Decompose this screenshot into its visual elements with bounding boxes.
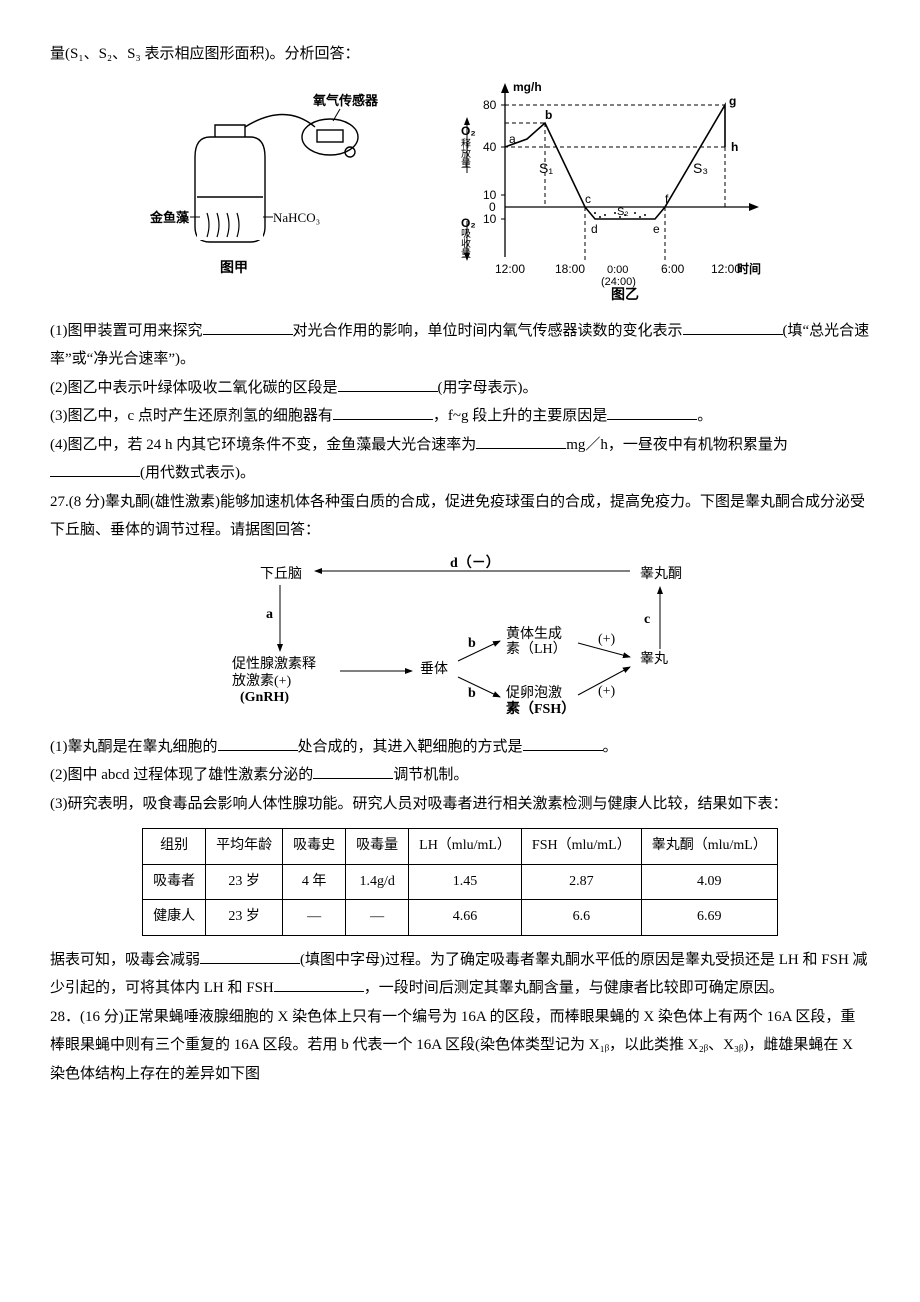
plus-2: (+) — [598, 684, 616, 699]
intro-line: 量(S₁、S₂、S₃ 表示相应图形面积)。分析回答： — [50, 40, 870, 69]
o2-sensor-label: 氧气传感器 — [312, 93, 379, 108]
node-testis: 睾丸 — [640, 651, 668, 667]
edge-d: d（－） — [450, 555, 500, 571]
ytick-d10: 10 — [483, 212, 497, 226]
xtick-0000: 0:00 — [607, 264, 628, 276]
fsh-1: 促卵泡激 — [506, 684, 562, 701]
col-fsh: FSH（mlu/mL） — [521, 829, 641, 865]
plus-1: (+) — [598, 632, 616, 647]
blank — [333, 404, 433, 420]
q27-1: (1)睾丸酮是在睾丸细胞的处合成的，其进入靶细胞的方式是。 — [50, 733, 870, 762]
xtick-1200a: 12:00 — [495, 262, 525, 276]
pt-h: h — [731, 140, 738, 154]
pt-b: b — [545, 108, 552, 122]
edge-c: c — [644, 612, 650, 627]
pt-f: f — [665, 192, 669, 206]
blank — [683, 319, 783, 335]
alga-label: 金鱼藻 — [149, 210, 190, 225]
apparatus-diagram: 氧气传感器 金鱼藻 NaHCO₃ 图甲 — [145, 77, 405, 277]
nahco3-label: NaHCO₃ — [273, 210, 320, 225]
ytick-80: 80 — [483, 98, 497, 112]
p28: 28．(16 分)正常果蝇唾液腺细胞的 X 染色体上只有一个编号为 16A 的区… — [50, 1003, 870, 1089]
node-hypothalamus: 下丘脑 — [260, 566, 302, 582]
region-s1: S₁ — [539, 160, 553, 176]
edge-b-lh: b — [468, 636, 476, 651]
table-row: 吸毒者23 岁4 年1.4g/d1.452.874.09 — [143, 864, 778, 900]
figure-1-row: 氧气传感器 金鱼藻 NaHCO₃ 图甲 mg/h 0 10 40 80 10 O… — [50, 77, 870, 307]
ylabel: mg/h — [513, 80, 542, 94]
figure-2-row: 下丘脑 睾丸酮 垂体 睾丸 d（－） a 促性腺激素释 放激素(+) (GnRH… — [50, 553, 870, 723]
col-amount: 吸毒量 — [346, 829, 409, 865]
blank — [476, 433, 566, 449]
q1: (1)图甲装置可用来探究对光合作用的影响，单位时间内氧气传感器读数的变化表示(填… — [50, 317, 870, 374]
edge-a: a — [266, 607, 273, 622]
q2: (2)图乙中表示叶绿体吸收二氧化碳的区段是(用字母表示)。 — [50, 374, 870, 403]
edge-b-fsh: b — [468, 686, 476, 701]
blank — [607, 404, 697, 420]
xtick-1800: 18:00 — [555, 262, 585, 276]
o2-chart: mg/h 0 10 40 80 10 O₂ 释 放 量 O₂ 吸 收 量 12:… — [435, 77, 775, 307]
node-pituitary: 垂体 — [420, 661, 448, 677]
o2-release-label: O₂ — [461, 124, 476, 138]
q3: (3)图乙中，c 点时产生还原剂氢的细胞器有，f~g 段上升的主要原因是。 — [50, 402, 870, 431]
q27-3: (3)研究表明，吸食毒品会影响人体性腺功能。研究人员对吸毒者进行相关激素检测与健… — [50, 790, 870, 819]
lh-2: 素（LH） — [506, 641, 567, 657]
o2-absorb-label: O₂ — [461, 216, 476, 230]
svg-text:量: 量 — [461, 158, 471, 170]
pt-e: e — [653, 222, 660, 236]
gnrh-abbr: (GnRH) — [240, 690, 289, 705]
fig1-left-caption: 图甲 — [220, 260, 248, 276]
blank — [338, 376, 438, 392]
region-s3: S₃ — [693, 160, 708, 176]
table-header-row: 组别 平均年龄 吸毒史 吸毒量 LH（mlu/mL） FSH（mlu/mL） 睾… — [143, 829, 778, 865]
blank — [203, 319, 293, 335]
col-group: 组别 — [143, 829, 206, 865]
q27-2: (2)图中 abcd 过程体现了雄性激素分泌的调节机制。 — [50, 761, 870, 790]
gnrh-line2: 放激素(+) — [232, 672, 292, 689]
pt-d: d — [591, 222, 598, 236]
ytick-10: 10 — [483, 188, 497, 202]
hormone-diagram: 下丘脑 睾丸酮 垂体 睾丸 d（－） a 促性腺激素释 放激素(+) (GnRH… — [200, 553, 720, 723]
col-history: 吸毒史 — [283, 829, 346, 865]
blank — [50, 461, 140, 477]
fig1-right-caption: 图乙 — [611, 286, 639, 302]
table-row: 健康人23 岁——4.666.66.69 — [143, 900, 778, 936]
col-tes: 睾丸酮（mlu/mL） — [641, 829, 777, 865]
region-s2: S₂ — [617, 206, 629, 218]
hormone-table: 组别 平均年龄 吸毒史 吸毒量 LH（mlu/mL） FSH（mlu/mL） 睾… — [142, 828, 778, 936]
lh-1: 黄体生成 — [506, 625, 562, 642]
pt-g: g — [729, 94, 736, 108]
col-lh: LH（mlu/mL） — [409, 829, 522, 865]
q4: (4)图乙中，若 24 h 内其它环境条件不变，金鱼藻最大光合速率为mg／h，一… — [50, 431, 870, 488]
xtick-0600: 6:00 — [661, 262, 685, 276]
p27-head: 27.(8 分)睾丸酮(雄性激素)能够加速机体各种蛋白质的合成，促进免疫球蛋白的… — [50, 488, 870, 545]
gnrh-line1: 促性腺激素释 — [232, 655, 316, 672]
q27-4: 据表可知，吸毒会减弱(填图中字母)过程。为了确定吸毒者睾丸酮水平低的原因是睾丸受… — [50, 946, 870, 1003]
pt-c: c — [585, 192, 591, 206]
blank — [200, 948, 300, 964]
blank — [274, 976, 364, 992]
fsh-2: 素（FSH） — [506, 700, 575, 717]
ytick-40: 40 — [483, 140, 497, 154]
xlabel: 时间 — [737, 261, 761, 276]
node-testosterone: 睾丸酮 — [640, 566, 682, 582]
blank — [523, 735, 603, 751]
pt-a: a — [509, 132, 516, 146]
col-age: 平均年龄 — [206, 829, 283, 865]
blank — [313, 763, 393, 779]
blank — [218, 735, 298, 751]
